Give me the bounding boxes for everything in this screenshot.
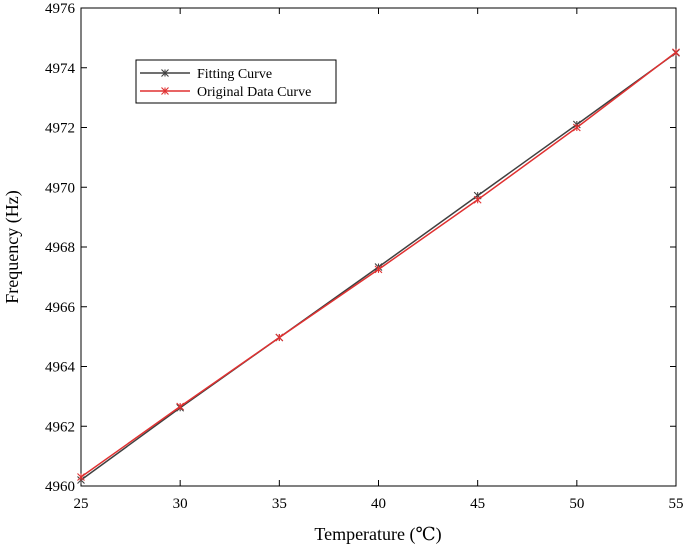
x-tick-label: 55 xyxy=(669,496,684,512)
x-tick-label: 25 xyxy=(74,496,89,512)
legend-box xyxy=(135,59,337,104)
data-point-original-data-curve xyxy=(176,402,185,411)
x-tick-label: 40 xyxy=(371,496,386,512)
data-point-original-data-curve xyxy=(572,123,581,132)
y-tick-label: 4966 xyxy=(45,300,76,316)
x-tick-label: 50 xyxy=(569,496,584,512)
legend-label-original-data-curve: Original Data Curve xyxy=(197,85,311,100)
y-tick-label: 4960 xyxy=(45,479,75,495)
y-axis-label: Frequency (Hz) xyxy=(2,190,23,303)
x-axis-label: Temperature (℃) xyxy=(314,524,441,545)
y-tick-label: 4970 xyxy=(45,180,75,196)
y-tick-label: 4976 xyxy=(45,1,76,17)
series-layer xyxy=(77,48,680,484)
legend-marker-icon-original-data-curve xyxy=(161,87,169,95)
legend-marker-original-data-curve xyxy=(161,87,169,95)
axis-ticks: 25 30 35 40 45 50 55 4960 4962 4964 4966 4968 4970 49… xyxy=(45,1,684,512)
data-point-original-data-curve xyxy=(374,265,383,274)
y-tick-label: 4974 xyxy=(45,61,76,77)
y-tick-label: 4962 xyxy=(45,419,75,435)
legend-marker-icon-fitting-curve xyxy=(161,69,169,77)
data-point-original-data-curve xyxy=(672,48,680,57)
y-tick-label: 4972 xyxy=(45,121,75,137)
x-tick-label: 35 xyxy=(272,496,287,512)
data-point-original-data-curve xyxy=(473,195,482,204)
legend-label-fitting-curve: Fitting Curve xyxy=(197,67,272,82)
y-tick-label: 4968 xyxy=(45,240,75,256)
legend-marker-fitting-curve xyxy=(161,69,169,77)
y-tick-label: 4964 xyxy=(45,360,76,376)
data-point-original-data-curve xyxy=(275,333,284,342)
legend: Fitting Curve Original Data Curve xyxy=(135,59,337,104)
x-tick-label: 30 xyxy=(173,496,188,512)
data-point-original-data-curve xyxy=(77,473,85,481)
x-tick-label: 45 xyxy=(470,496,485,512)
